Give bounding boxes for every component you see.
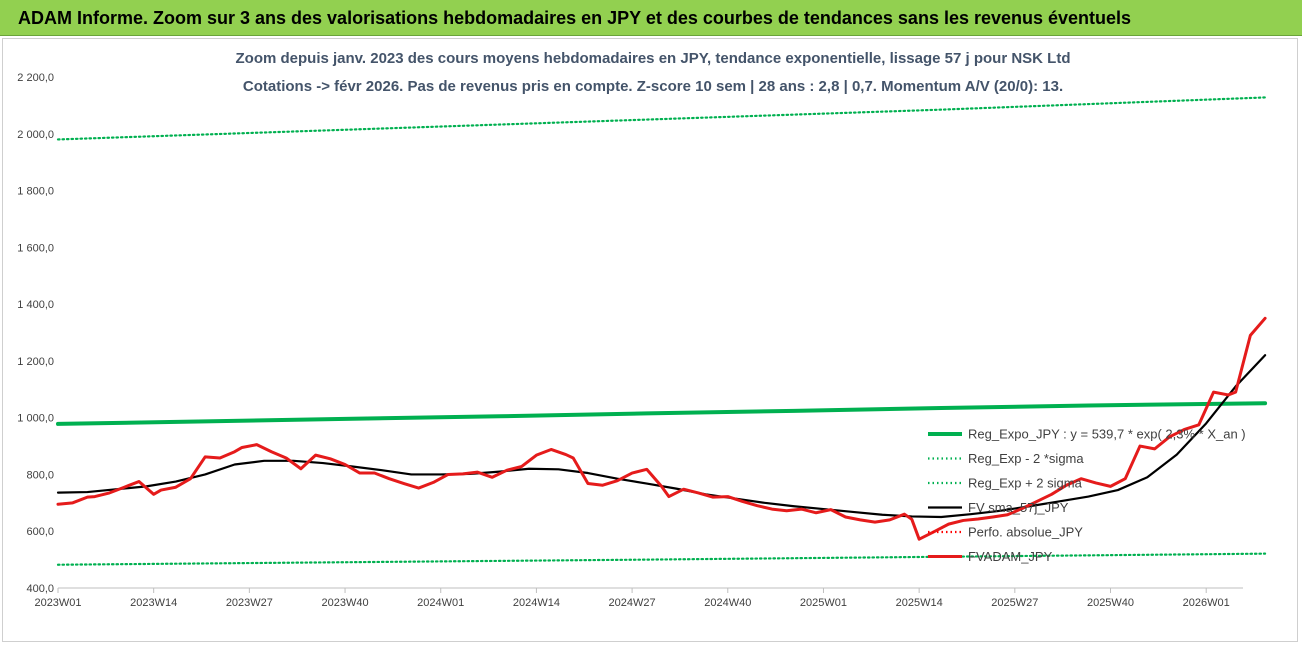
x-tick-label: 2024W27 [609,597,656,609]
x-tick-label: 2025W27 [991,597,1038,609]
x-tick-label: 2025W14 [896,597,943,609]
legend-label: Perfo. absolue_JPY [968,525,1083,540]
x-tick-label: 2025W40 [1087,597,1134,609]
chart-title: Zoom depuis janv. 2023 des cours moyens … [236,50,1071,67]
x-tick-label: 2026W01 [1183,597,1230,609]
y-tick-label: 1 200,0 [17,356,54,368]
x-tick-label: 2024W40 [704,597,751,609]
report-title: ADAM Informe. Zoom sur 3 ans des valoris… [18,8,1132,28]
x-tick-label: 2025W01 [800,597,847,609]
series-line-2 [56,96,1267,141]
y-axis: 400,0 600,0 800,0 1 000,0 1 200,0 1 400,0 1 60… [17,72,54,595]
chart-frame: Zoom depuis janv. 2023 des cours moyens … [2,38,1298,642]
y-tick-label: 600,0 [26,526,54,538]
series-line-0 [56,401,1268,426]
series-layer [56,96,1268,566]
line-chart: Zoom depuis janv. 2023 des cours moyens … [17,50,1268,609]
x-tick-label: 2023W40 [322,597,369,609]
x-tick-label: 2024W01 [417,597,464,609]
y-tick-label: 1 600,0 [17,242,54,254]
legend-label: Reg_Exp + 2 sigma [968,476,1083,491]
series-line-5 [56,316,1267,541]
y-tick-label: 1 400,0 [17,299,54,311]
y-tick-label: 400,0 [26,583,54,595]
y-tick-label: 1 000,0 [17,413,54,425]
legend-label: FV sma_57j_JPY [968,500,1069,515]
report-header: ADAM Informe. Zoom sur 3 ans des valoris… [0,0,1302,36]
y-tick-label: 2 200,0 [17,72,54,84]
x-axis: 2023W01 2023W14 2023W27 2023W40 2024W01 2024W… [34,587,1243,609]
y-tick-label: 2 000,0 [17,129,54,141]
x-tick-label: 2024W14 [513,597,560,609]
legend: Reg_Expo_JPY : y = 539,7 * exp( 2,3% * X… [928,427,1246,564]
y-tick-label: 1 800,0 [17,186,54,198]
x-tick-label: 2023W14 [130,597,177,609]
legend-label: Reg_Expo_JPY : y = 539,7 * exp( 2,3% * X… [968,427,1246,442]
series-line-1 [56,552,1267,566]
chart-subtitle: Cotations -> févr 2026. Pas de revenus p… [243,78,1063,95]
x-tick-label: 2023W27 [226,597,273,609]
legend-label: Reg_Exp - 2 *sigma [968,451,1084,466]
y-tick-label: 800,0 [26,469,54,481]
legend-label: FVADAM_JPY [968,549,1053,564]
x-tick-label: 2023W01 [34,597,81,609]
